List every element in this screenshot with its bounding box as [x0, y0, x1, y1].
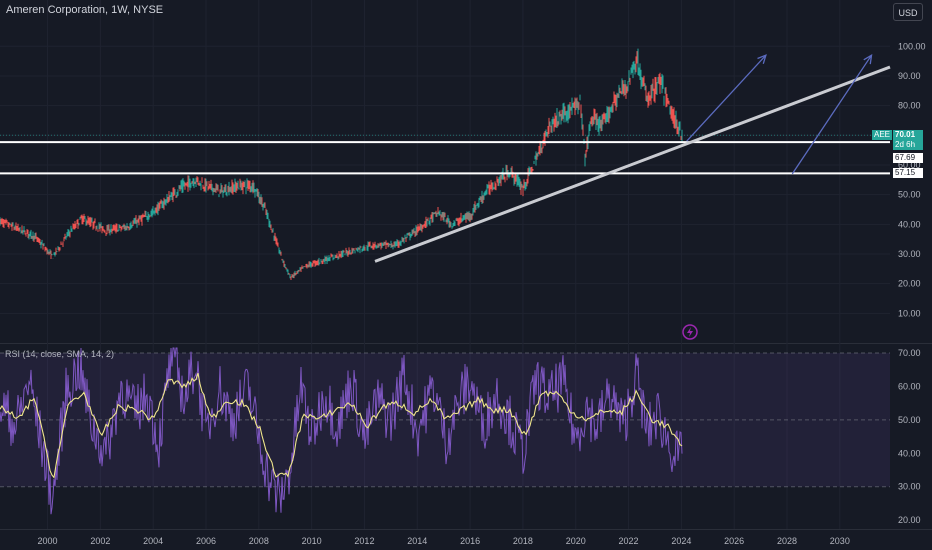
rsi-line	[0, 347, 683, 515]
rsi-lines	[0, 347, 683, 515]
rsi-axis-label: 70.00	[898, 348, 921, 358]
time-axis-label: 2028	[777, 536, 797, 546]
time-axis-label: 2030	[830, 536, 850, 546]
arrow-line	[686, 54, 767, 142]
time-axis-label: 2014	[407, 536, 427, 546]
ticker-badge: AEE	[872, 130, 892, 140]
time-axis-label: 2026	[724, 536, 744, 546]
rsi-band-background	[0, 352, 890, 488]
time-axis-label: 2010	[302, 536, 322, 546]
price-axis-label: 60.00	[898, 160, 921, 170]
price-axis-label: 30.00	[898, 249, 921, 259]
time-axis-divider	[0, 529, 932, 530]
rsi-axis-label: 30.00	[898, 482, 921, 492]
time-axis-label: 2012	[354, 536, 374, 546]
price-axis-label: 90.00	[898, 71, 921, 81]
time-axis-label: 2022	[619, 536, 639, 546]
rsi-axis-label: 40.00	[898, 448, 921, 458]
arrow-head	[757, 54, 767, 65]
countdown-badge: 2d 6h	[893, 140, 923, 150]
price-candles	[0, 48, 683, 281]
price-axis-label: 50.00	[898, 190, 921, 200]
price-axis-label: 10.00	[898, 308, 921, 318]
level-upper-badge: 67.69	[893, 153, 923, 163]
currency-button[interactable]: USD	[893, 3, 923, 21]
time-axis-label: 2004	[143, 536, 163, 546]
arrow-head	[863, 53, 873, 65]
time-axis-label: 2008	[249, 536, 269, 546]
rsi-axis-label: 60.00	[898, 381, 921, 391]
time-axis-label: 2002	[90, 536, 110, 546]
time-axis-label: 2006	[196, 536, 216, 546]
ideas-icon[interactable]	[682, 324, 698, 340]
arrow-line	[791, 54, 873, 175]
time-axis-label: 2024	[671, 536, 691, 546]
pane-divider	[0, 343, 932, 344]
rsi-axis-label: 20.00	[898, 515, 921, 525]
chart-drawings[interactable]	[0, 53, 891, 263]
price-axis-label: 40.00	[898, 219, 921, 229]
time-axis-label: 2000	[38, 536, 58, 546]
trend-line	[374, 65, 891, 263]
price-axis-label: 80.00	[898, 101, 921, 111]
rsi-ma-line	[0, 373, 683, 479]
price-axis-label: 100.00	[898, 41, 926, 51]
rsi-axis-label: 50.00	[898, 415, 921, 425]
chart-title: Ameren Corporation, 1W, NYSE	[6, 4, 164, 16]
rsi-indicator-label[interactable]: RSI (14, close, SMA, 14, 2)	[5, 349, 115, 359]
last-price-badge: 70.01	[893, 130, 923, 140]
time-axis-label: 2018	[513, 536, 533, 546]
time-axis-label: 2016	[460, 536, 480, 546]
time-axis-label: 2020	[566, 536, 586, 546]
price-axis-label: 20.00	[898, 279, 921, 289]
level-lower-badge: 57.15	[893, 168, 923, 178]
